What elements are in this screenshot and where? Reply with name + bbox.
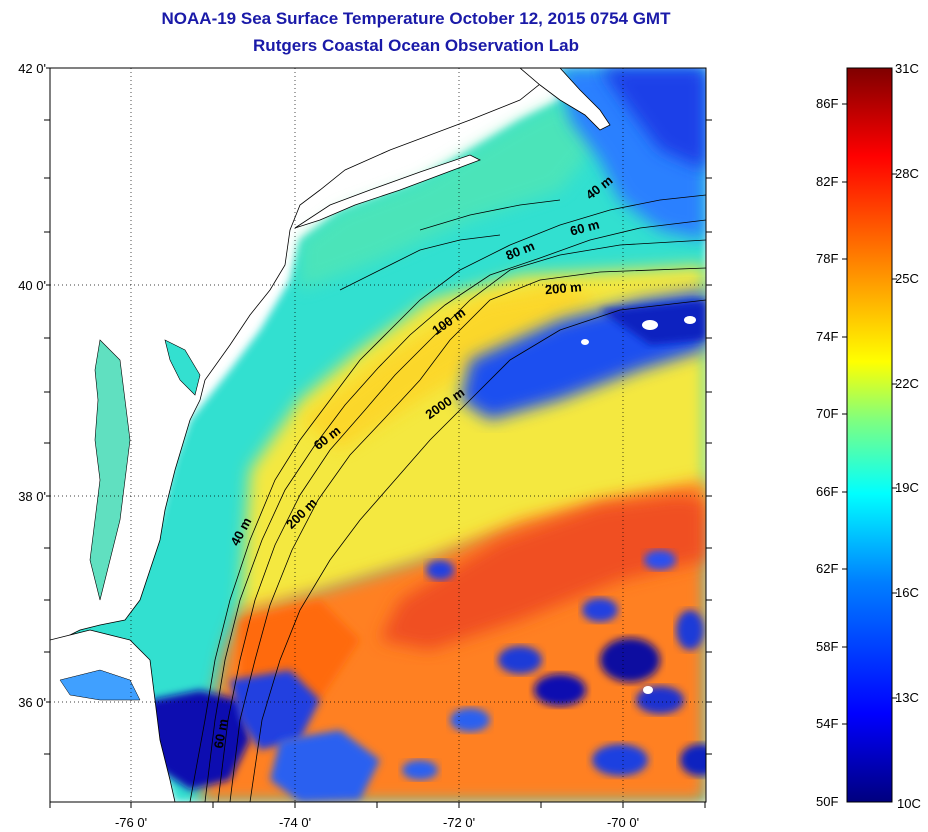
colorbar-f-label: 66F: [816, 484, 839, 499]
map-title: NOAA-19 Sea Surface Temperature October …: [161, 9, 671, 28]
bathymetry-contours: [189, 194, 706, 802]
axis-ticks: [44, 67, 712, 808]
graticule: [50, 68, 706, 802]
colorbar-f-label: 54F: [816, 716, 839, 731]
colorbar-f-label: 82F: [816, 174, 839, 189]
colorbar-c-label: 31C: [895, 61, 919, 76]
colorbar-c-label: 25C: [895, 271, 919, 286]
colorbar-f-label: 70F: [816, 406, 839, 421]
lon-label: -74 0': [278, 815, 312, 830]
colorbar-c-label: 16C: [895, 585, 919, 600]
colorbar-f-label: 78F: [816, 251, 839, 266]
lon-label: -72 0': [442, 815, 476, 830]
lon-label: -70 0': [606, 815, 640, 830]
colorbar-f-label: 86F: [816, 96, 839, 111]
colorbar-f-label: 62F: [816, 561, 839, 576]
colorbar-c-label: 13C: [895, 690, 919, 705]
contour-label: 200 m: [544, 279, 582, 297]
lat-label: 40 0': [18, 278, 46, 293]
colorbar-c-label: 10C: [897, 796, 921, 811]
colorbar-c-label: 19C: [895, 480, 919, 495]
colorbar-c-label: 28C: [895, 166, 919, 181]
map-subtitle: Rutgers Coastal Ocean Observation Lab: [253, 36, 579, 55]
contour-label: 60 m: [211, 718, 231, 750]
colorbar: [846, 67, 893, 803]
colorbar-f-label: 50F: [816, 794, 839, 809]
lon-label: -76 0': [114, 815, 148, 830]
map-frame: [49, 67, 707, 803]
lat-label: 38 0': [18, 489, 46, 504]
colorbar-c-label: 22C: [895, 376, 919, 391]
lat-label: 36 0': [18, 695, 46, 710]
contour-label: 60 m: [568, 216, 601, 238]
colorbar-f-label: 58F: [816, 639, 839, 654]
colorbar-f-label: 74F: [816, 329, 839, 344]
lat-label: 42 0': [18, 61, 46, 76]
sst-field: [50, 68, 706, 802]
colorbar-ticks: [842, 103, 897, 725]
